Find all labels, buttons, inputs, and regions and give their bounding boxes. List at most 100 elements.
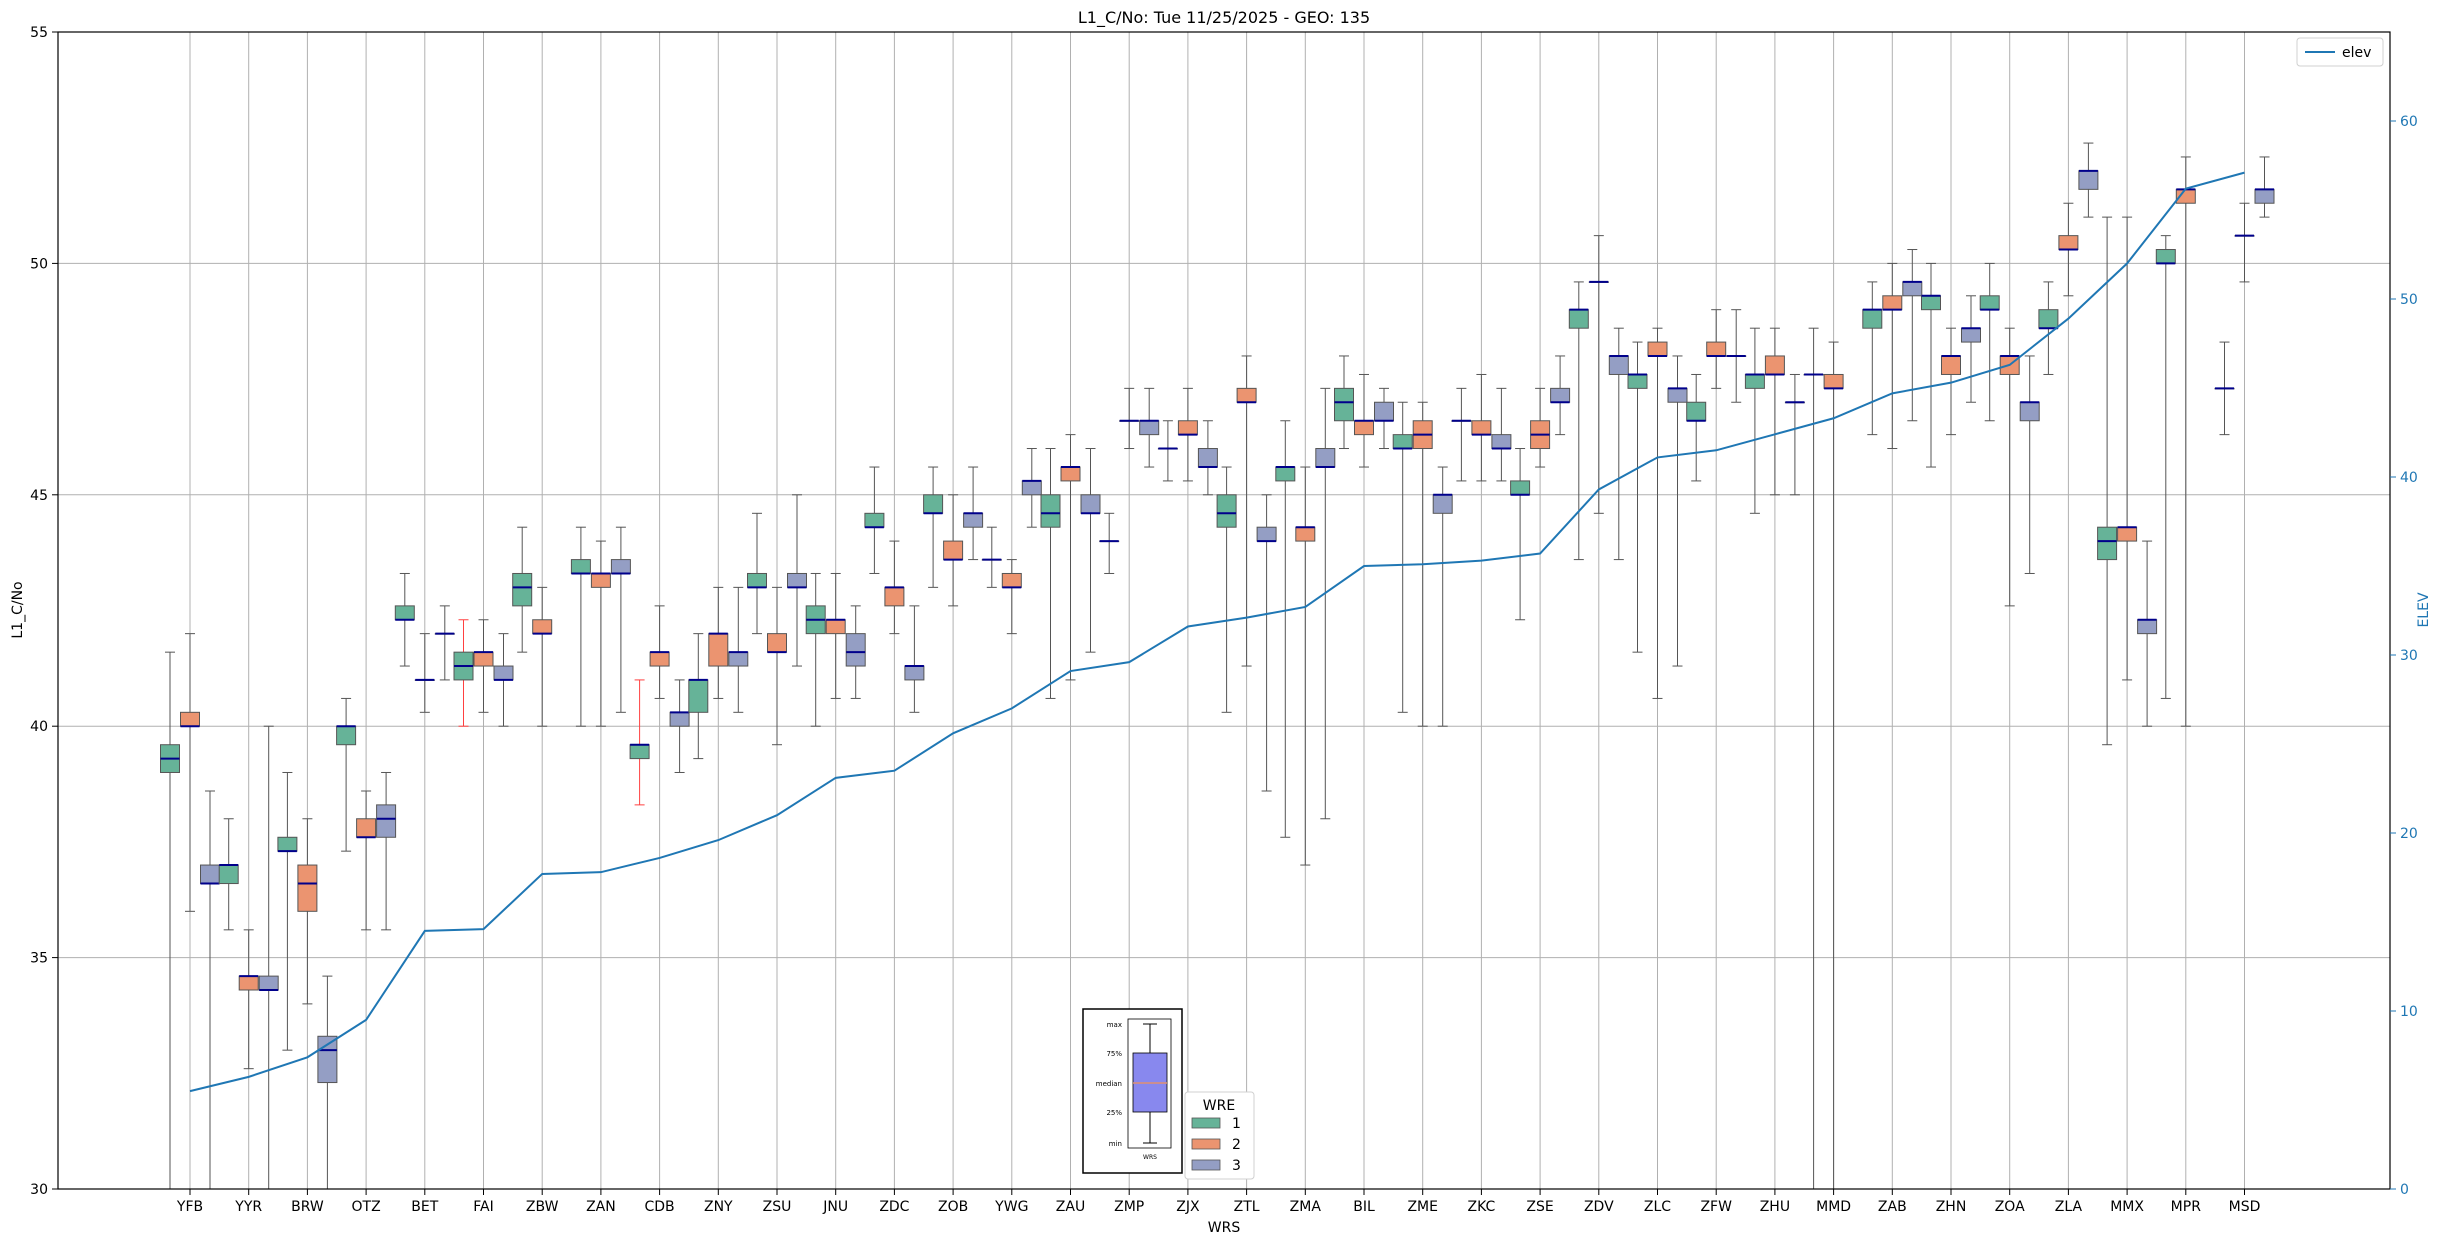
box-iqr xyxy=(1608,355,1629,375)
box-iqr xyxy=(747,572,767,588)
box-otz-wre1 xyxy=(336,697,357,852)
box-iqr xyxy=(277,836,298,852)
box-bil-wre1 xyxy=(1334,355,1354,450)
x-tick-label: ZMP xyxy=(1114,1199,1144,1215)
x-tick-label: ZHN xyxy=(1936,1199,1967,1215)
box-iqr xyxy=(1823,373,1844,389)
box-iqr xyxy=(1374,401,1394,422)
box-iqr xyxy=(570,559,591,574)
box-iqr xyxy=(923,494,944,514)
box-zkc-wre2 xyxy=(1471,373,1492,482)
box-iqr xyxy=(845,633,866,667)
box-fai-wre2 xyxy=(473,619,494,713)
box-zlc-wre3 xyxy=(1667,355,1688,667)
box-zme-wre3 xyxy=(1432,466,1453,727)
box-zan-wre3 xyxy=(610,526,631,713)
x-tick-label: CDB xyxy=(645,1199,675,1215)
box-iqr xyxy=(1471,420,1492,436)
box-iqr xyxy=(2038,309,2059,329)
x-tick-label: MSD xyxy=(2229,1199,2261,1215)
x-tick-label: YFB xyxy=(176,1199,203,1215)
y-tick-label: 35 xyxy=(30,951,48,967)
box-iqr xyxy=(297,864,318,912)
box-zbw-wre1 xyxy=(512,526,533,653)
box-iqr xyxy=(218,864,239,885)
box-zoa-wre3 xyxy=(2019,355,2040,574)
box-iqr xyxy=(610,559,631,574)
box-iqr xyxy=(688,679,709,713)
box-jnu-wre3 xyxy=(845,605,866,699)
box-iqr xyxy=(1177,420,1198,436)
box-ywg-wre1 xyxy=(981,526,1002,588)
box-iqr xyxy=(1295,526,1316,542)
x-tick-label: ZLA xyxy=(2055,1199,2083,1215)
box-fai-wre1 xyxy=(453,619,474,727)
box-iqr xyxy=(336,725,357,746)
x-tick-label: ZAB xyxy=(1878,1199,1907,1215)
box-iqr xyxy=(1627,373,1648,389)
box-iqr xyxy=(629,744,650,760)
wre-legend-swatch-2 xyxy=(1191,1138,1221,1150)
y2-tick-label: 10 xyxy=(2400,1004,2418,1020)
box-zob-wre2 xyxy=(943,494,964,607)
box-msd-wre2 xyxy=(2234,202,2255,283)
x-tick-label: ZHU xyxy=(1760,1199,1790,1215)
x-tick-label: ZAN xyxy=(586,1199,616,1215)
box-zsu-wre1 xyxy=(747,512,767,635)
box-mmx-wre2 xyxy=(2117,216,2138,681)
box-iqr xyxy=(2078,170,2099,190)
box-iqr xyxy=(1080,494,1101,514)
box-yyr-wre2 xyxy=(238,929,259,1070)
wre-legend-label-2: 2 xyxy=(1232,1137,1241,1153)
box-zhu-wre3 xyxy=(1784,373,1805,496)
box-zlc-wre2 xyxy=(1647,327,1668,699)
box-zdc-wre2 xyxy=(884,540,905,635)
box-cdb-wre3 xyxy=(669,679,690,773)
box-iqr xyxy=(356,818,377,838)
y-tick-label: 45 xyxy=(30,488,48,504)
box-ywg-wre2 xyxy=(1001,559,1022,635)
box-iqr xyxy=(1275,466,1296,482)
x-tick-label: ZNY xyxy=(704,1199,733,1215)
y-tick-label: 30 xyxy=(30,1182,48,1198)
x-tick-label: ZMA xyxy=(1290,1199,1322,1215)
box-zmp-wre2 xyxy=(1119,387,1140,450)
x-tick-label: ZOB xyxy=(938,1199,968,1215)
box-iqr xyxy=(904,665,925,681)
box-iqr xyxy=(1744,373,1765,389)
x-tick-label: ZDC xyxy=(879,1199,909,1215)
box-zsu-wre3 xyxy=(787,494,807,667)
box-zab-wre1 xyxy=(1862,281,1883,436)
box-iqr xyxy=(864,512,885,528)
box-iqr xyxy=(708,633,729,667)
box-iqr xyxy=(669,711,690,727)
box-iqr xyxy=(1568,309,1589,329)
box-mmd-wre2 xyxy=(1823,341,1844,1189)
box-iqr xyxy=(1550,387,1571,403)
box-zny-wre3 xyxy=(728,586,749,713)
inset-label-median: median xyxy=(1096,1080,1122,1088)
box-zme-wre2 xyxy=(1412,401,1433,727)
box-iqr xyxy=(1941,355,1961,375)
box-iqr xyxy=(1667,387,1688,403)
box-bet-wre1 xyxy=(394,572,415,667)
x-tick-label: ZME xyxy=(1407,1199,1438,1215)
box-iqr xyxy=(884,586,905,607)
box-iqr xyxy=(2097,526,2118,561)
box-zny-wre2 xyxy=(708,586,729,699)
box-zma-wre3 xyxy=(1315,387,1336,820)
box-iqr xyxy=(376,804,397,838)
box-zjx-wre3 xyxy=(1197,420,1218,496)
box-cdb-wre1 xyxy=(629,679,650,806)
box-zhu-wre1 xyxy=(1744,327,1765,514)
box-iqr xyxy=(238,975,259,991)
box-brw-wre2 xyxy=(297,818,318,1005)
box-zfw-wre1 xyxy=(1686,373,1707,482)
box-iqr xyxy=(2137,619,2158,635)
box-brw-wre1 xyxy=(277,771,298,1051)
box-mmx-wre3 xyxy=(2137,540,2158,727)
box-yfb-wre1 xyxy=(160,651,180,1189)
box-iqr xyxy=(1862,309,1883,329)
box-iqr xyxy=(1647,341,1668,357)
box-bil-wre3 xyxy=(1374,387,1394,450)
